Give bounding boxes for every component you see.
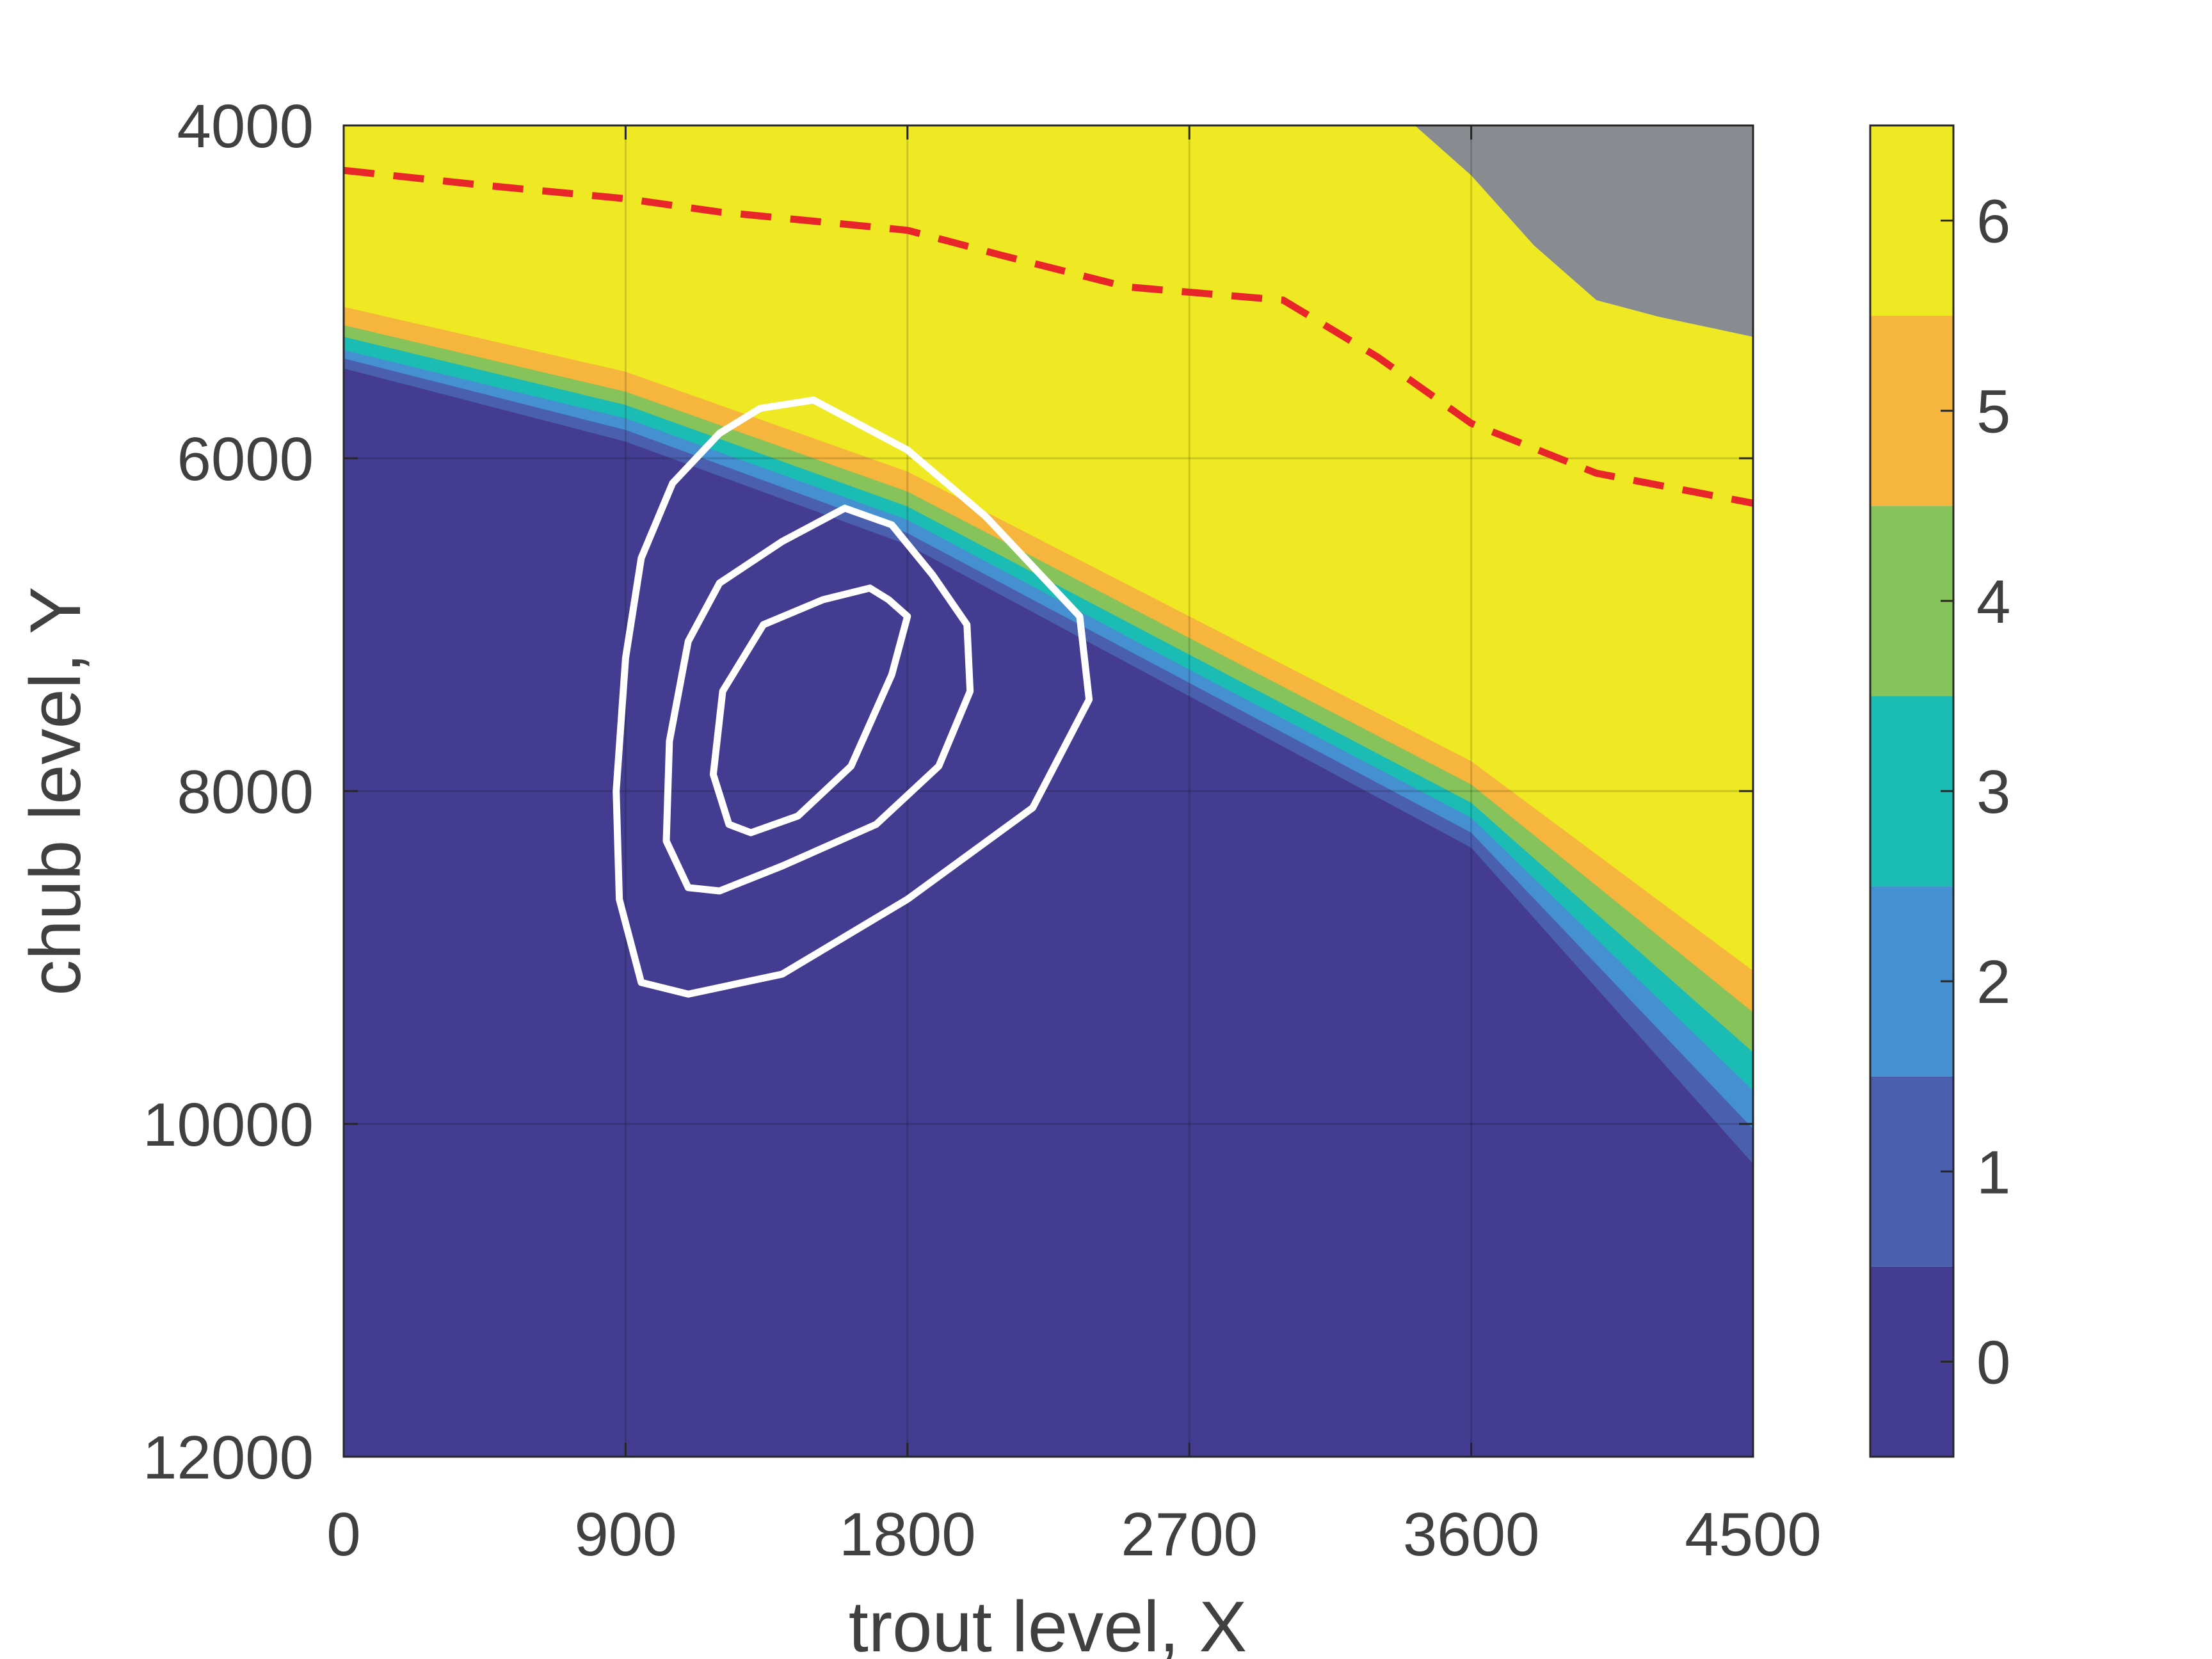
colorbar: 0 1 2 3 4 5 6 bbox=[1869, 124, 2010, 1458]
contour-line-3 bbox=[709, 584, 911, 837]
x-axis: 0 900 1800 2700 3600 4500 bbox=[326, 125, 1822, 1569]
colorbar-swatch-6 bbox=[1870, 125, 1953, 316]
region-undefined bbox=[1415, 125, 1753, 337]
contour-line-2 bbox=[662, 504, 974, 895]
x-tick-label: 1800 bbox=[839, 1500, 976, 1569]
y-tick-label: 6000 bbox=[177, 425, 314, 493]
colorbar-swatch-3 bbox=[1870, 696, 1953, 886]
x-tick-label: 900 bbox=[574, 1500, 677, 1569]
dashed-boundary-line bbox=[344, 166, 1753, 507]
colorbar-tick-label: 5 bbox=[1976, 378, 2010, 446]
contour-line-1 bbox=[613, 396, 1093, 998]
colorbar-swatch-4 bbox=[1870, 506, 1953, 696]
colorbar-tick-label: 3 bbox=[1976, 758, 2010, 826]
y-tick-label: 12000 bbox=[143, 1423, 314, 1492]
colorbar-tick-label: 1 bbox=[1976, 1138, 2010, 1206]
y-tick-label: 4000 bbox=[177, 92, 314, 161]
y-tick-label: 8000 bbox=[177, 758, 314, 826]
y-tick-label: 10000 bbox=[143, 1091, 314, 1159]
colorbar-tick-label: 6 bbox=[1976, 188, 2010, 256]
x-tick-label: 3600 bbox=[1403, 1500, 1540, 1569]
colorbar-tick-label: 2 bbox=[1976, 948, 2010, 1016]
x-tick-label: 0 bbox=[326, 1500, 360, 1569]
x-tick-label: 4500 bbox=[1685, 1500, 1822, 1569]
x-axis-title: trout level, X bbox=[849, 1587, 1247, 1659]
colorbar-swatch-2 bbox=[1870, 886, 1953, 1077]
region-level-6 bbox=[344, 125, 1753, 971]
plot-area bbox=[344, 125, 1753, 1457]
x-tick-label: 2700 bbox=[1121, 1500, 1258, 1569]
y-axis: 4000 6000 8000 10000 12000 bbox=[143, 92, 1753, 1492]
colorbar-tick-label: 0 bbox=[1976, 1328, 2010, 1397]
colorbar-swatch-5 bbox=[1870, 316, 1953, 506]
level-regions bbox=[344, 125, 1753, 1457]
colorbar-swatch-1 bbox=[1870, 1076, 1953, 1267]
colorbar-tick-label: 4 bbox=[1976, 568, 2010, 636]
colorbar-swatch-0 bbox=[1870, 1266, 1953, 1457]
y-axis-title: chub level, Y bbox=[15, 586, 95, 995]
overlay-lines bbox=[344, 166, 1753, 998]
